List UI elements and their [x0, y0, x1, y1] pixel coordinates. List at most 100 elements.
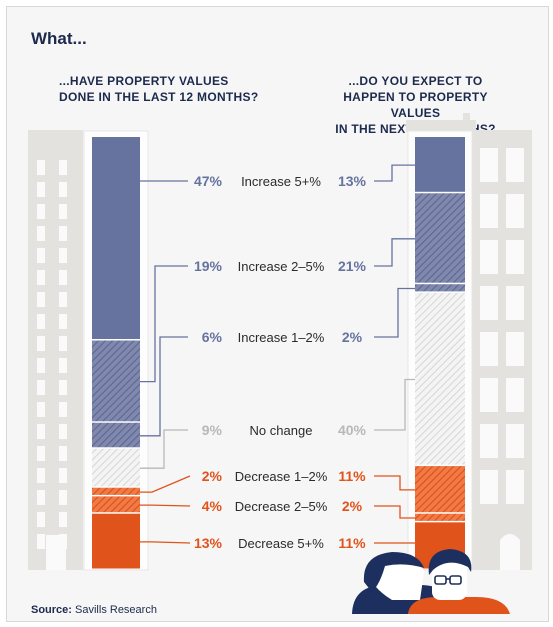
building-window: [59, 182, 67, 197]
category-label: Increase 1–2%: [238, 330, 325, 345]
building-window: [59, 292, 67, 307]
building-window: [480, 194, 498, 228]
value-label-next12: 11%: [338, 468, 366, 484]
building-window: [59, 490, 67, 505]
building-window: [59, 380, 67, 395]
tower-cornice-right: [406, 120, 476, 132]
building-window: [506, 470, 524, 504]
bar-stacks: [83, 130, 473, 571]
building-window: [59, 270, 67, 285]
building-window: [506, 286, 524, 320]
value-label-last12: 19%: [194, 258, 223, 274]
building-window: [37, 314, 45, 329]
building-window: [59, 424, 67, 439]
value-label-next12: 21%: [338, 258, 367, 274]
building-window: [37, 512, 45, 527]
building-window: [37, 380, 45, 395]
connector-right: [374, 475, 415, 491]
connector-lines: [140, 164, 415, 544]
building-window: [59, 402, 67, 417]
building-window: [37, 358, 45, 373]
bar-segment: [92, 448, 140, 487]
connector-left: [140, 336, 188, 437]
person-right-hair: [428, 549, 472, 575]
building-window: [506, 332, 524, 366]
bar-segment: [415, 284, 465, 292]
building-window: [480, 286, 498, 320]
building-window: [37, 248, 45, 263]
building-window: [37, 182, 45, 197]
building-window: [37, 160, 45, 175]
connector-right: [374, 238, 415, 267]
source-label: Source:: [31, 604, 72, 616]
value-label-last12: 9%: [202, 422, 223, 438]
building-window: [59, 226, 67, 241]
building-window: [506, 148, 524, 182]
building-window: [480, 332, 498, 366]
connector-right: [374, 505, 415, 519]
bar-segment: [415, 513, 465, 521]
building-door: [500, 534, 520, 570]
value-label-next12: 11%: [338, 535, 366, 551]
building-window: [480, 148, 498, 182]
connector-left: [140, 265, 188, 383]
building-window: [59, 358, 67, 373]
building-door: [46, 535, 66, 570]
building-window: [59, 204, 67, 219]
value-label-last12: 4%: [202, 498, 223, 514]
source-note: Source: Savills Research: [31, 604, 157, 616]
bar-segment: [92, 422, 140, 448]
glasses-icon: [434, 575, 447, 585]
category-label: No change: [250, 423, 313, 438]
connector-right: [374, 164, 415, 182]
category-label: Increase 2–5%: [238, 259, 325, 274]
building-window: [480, 424, 498, 458]
value-label-last12: 47%: [194, 173, 223, 189]
value-label-next12: 2%: [342, 329, 363, 345]
value-label-next12: 40%: [338, 422, 367, 438]
bar-segment: [92, 513, 140, 569]
connector-right: [374, 378, 415, 431]
question-left: ...HAVE PROPERTY VALUES DONE IN THE LAST…: [59, 74, 259, 104]
value-label-last12: 6%: [202, 329, 223, 345]
building-window: [37, 270, 45, 285]
building-window: [480, 240, 498, 274]
building-window: [37, 402, 45, 417]
value-label-last12: 13%: [194, 535, 223, 551]
bar-segment: [415, 137, 465, 192]
connector-right: [374, 287, 415, 338]
category-label: Decrease 1–2%: [235, 469, 328, 484]
building-window: [37, 226, 45, 241]
building-window: [480, 378, 498, 412]
connector-left: [140, 504, 191, 507]
person-left-hair: [363, 552, 424, 592]
people-illustration: [352, 549, 510, 614]
connector-left: [140, 429, 188, 469]
building-window: [37, 336, 45, 351]
bar-segment: [92, 487, 140, 495]
building-window: [37, 446, 45, 461]
bar-segment: [92, 496, 140, 513]
bar-segment: [415, 193, 465, 283]
glasses-icon: [449, 575, 462, 585]
person-right-body: [408, 597, 510, 614]
building-window: [480, 470, 498, 504]
value-label-last12: 2%: [202, 468, 223, 484]
building-window: [37, 424, 45, 439]
tower-chimney-right: [463, 113, 470, 121]
building-window: [37, 204, 45, 219]
building-window: [59, 512, 67, 527]
building-window: [506, 194, 524, 228]
source-text: Savills Research: [75, 604, 157, 616]
page-title: What...: [31, 29, 87, 48]
building-left: [28, 130, 83, 570]
building-window: [59, 160, 67, 175]
building-window: [37, 468, 45, 483]
value-label-next12: 13%: [338, 173, 367, 189]
building-window: [59, 314, 67, 329]
building-window: [506, 378, 524, 412]
bar-segment: [415, 292, 465, 465]
bar-segment: [92, 137, 140, 340]
building-illustrations: [28, 113, 532, 570]
